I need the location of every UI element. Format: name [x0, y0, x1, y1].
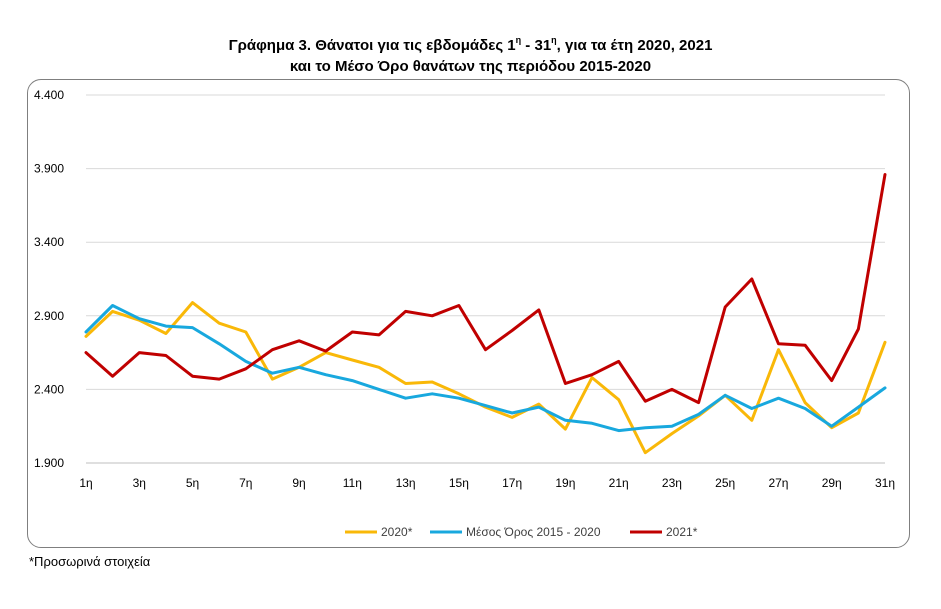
x-tick-label: 9η	[292, 476, 305, 490]
x-tick-label: 29η	[822, 476, 842, 490]
x-tick-label: 5η	[186, 476, 199, 490]
x-tick-label: 1η	[79, 476, 92, 490]
series-line	[84, 304, 887, 433]
series-line	[84, 173, 887, 405]
legend-label: 2020*	[381, 525, 413, 539]
x-tick-label: 27η	[768, 476, 788, 490]
x-tick-label: 19η	[555, 476, 575, 490]
x-tick-label: 25η	[715, 476, 735, 490]
x-tick-label: 13η	[396, 476, 416, 490]
x-tick-label: 17η	[502, 476, 522, 490]
x-tick-label: 23η	[662, 476, 682, 490]
y-tick-label: 2.900	[34, 309, 64, 323]
x-tick-label: 7η	[239, 476, 252, 490]
y-tick-label: 3.900	[34, 162, 64, 176]
y-tick-label: 1.900	[34, 456, 64, 470]
chart-title-line1: Γράφημα 3. Θάνατοι για τις εβδομάδες 1η …	[228, 35, 713, 54]
footnote: *Προσωρινά στοιχεία	[29, 554, 151, 569]
legend-label: 2021*	[666, 525, 698, 539]
x-tick-label: 15η	[449, 476, 469, 490]
x-tick-label: 3η	[133, 476, 146, 490]
x-tick-label: 31η	[875, 476, 895, 490]
legend-label: Μέσος Όρος 2015 - 2020	[466, 525, 601, 539]
y-tick-label: 4.400	[34, 88, 64, 102]
y-tick-label: 3.400	[34, 235, 64, 249]
x-tick-label: 11η	[343, 476, 362, 490]
x-tick-label: 21η	[609, 476, 629, 490]
chart-frame	[27, 79, 910, 548]
y-tick-label: 2.400	[34, 382, 64, 396]
chart-title-line2: και το Μέσο Όρο θανάτων της περιόδου 201…	[289, 58, 652, 75]
